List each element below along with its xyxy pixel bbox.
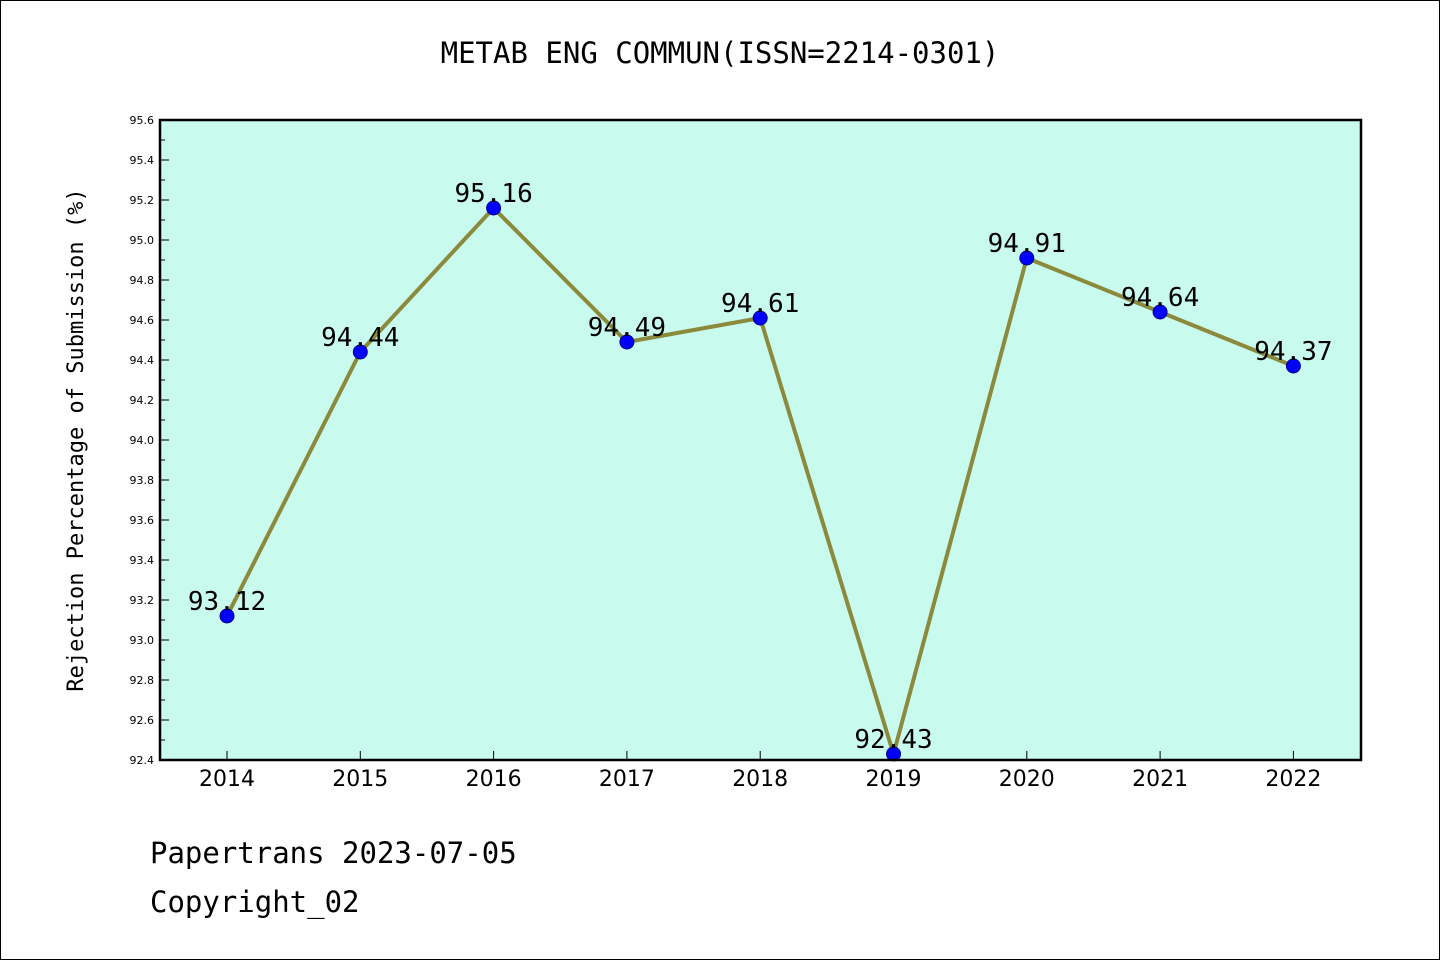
data-point [619, 334, 635, 350]
y-axis-label: Rejection Percentage of Submission (%) [64, 188, 89, 691]
plot-border [158, 118, 1363, 762]
y-tick-label: 95.0 [130, 234, 155, 247]
x-tick-label: 2019 [866, 767, 922, 792]
data-label: 95.16 [454, 179, 532, 209]
y-tick-label: 95.6 [130, 114, 155, 127]
data-point [1019, 250, 1035, 266]
data-points [219, 200, 1301, 762]
data-label: 94.37 [1254, 337, 1332, 367]
y-tick-label: 95.4 [130, 154, 155, 167]
y-tick-label: 93.4 [130, 554, 155, 567]
x-tick-label: 2021 [1132, 767, 1188, 792]
x-tick-label: 2020 [999, 767, 1055, 792]
data-point [1152, 304, 1168, 320]
data-label: 94.91 [988, 229, 1066, 259]
plot-area [160, 120, 1361, 760]
y-tick-label: 93.6 [130, 514, 155, 527]
chart-title: METAB ENG COMMUN(ISSN=2214-0301) [440, 36, 1000, 70]
y-tick-label: 94.0 [130, 434, 155, 447]
y-tick-label: 93.8 [130, 474, 155, 487]
y-tick-label: 92.4 [130, 754, 155, 767]
x-tick-label: 2014 [199, 767, 255, 792]
y-tick-label: 95.2 [130, 194, 155, 207]
y-tick-label: 92.8 [130, 674, 155, 687]
y-tick-label: 92.6 [130, 714, 155, 727]
y-tick-label: 94.4 [130, 354, 155, 367]
y-tick-label: 93.2 [130, 594, 155, 607]
data-label: 94.61 [721, 289, 799, 319]
x-tick-label: 2015 [332, 767, 388, 792]
data-labels: 93.12 94.44 95.16 94.49 94.61 92.43 94.91 94.64… [188, 179, 1333, 755]
data-label: 94.49 [588, 313, 666, 343]
data-point [1285, 358, 1301, 374]
x-tick-label: 2017 [599, 767, 655, 792]
y-tick-label: 93.0 [130, 634, 155, 647]
footer-copyright: Copyright_02 [150, 885, 360, 919]
y-tick-label: 94.8 [130, 274, 155, 287]
x-axis: 2014 2015 2016 2017 2018 2019 2020 2021 2022 [199, 751, 1321, 792]
x-tick-label: 2018 [732, 767, 788, 792]
data-label: 94.64 [1121, 283, 1199, 313]
x-tick-label: 2016 [466, 767, 522, 792]
footer-source-date: Papertrans 2023-07-05 [150, 836, 517, 870]
data-label: 92.43 [854, 725, 932, 755]
data-point [219, 608, 235, 624]
x-tick-label: 2022 [1265, 767, 1321, 792]
data-label: 94.44 [321, 323, 399, 353]
data-point [752, 310, 768, 326]
y-axis: 92.4 92.6 92.8 93.0 93.2 93.4 93.6 93.8 94.0 94.2… [130, 114, 169, 767]
data-point [486, 200, 502, 216]
data-label: 93.12 [188, 587, 266, 617]
y-tick-label: 94.6 [130, 314, 155, 327]
data-point [352, 344, 368, 360]
y-tick-label: 94.2 [130, 394, 155, 407]
